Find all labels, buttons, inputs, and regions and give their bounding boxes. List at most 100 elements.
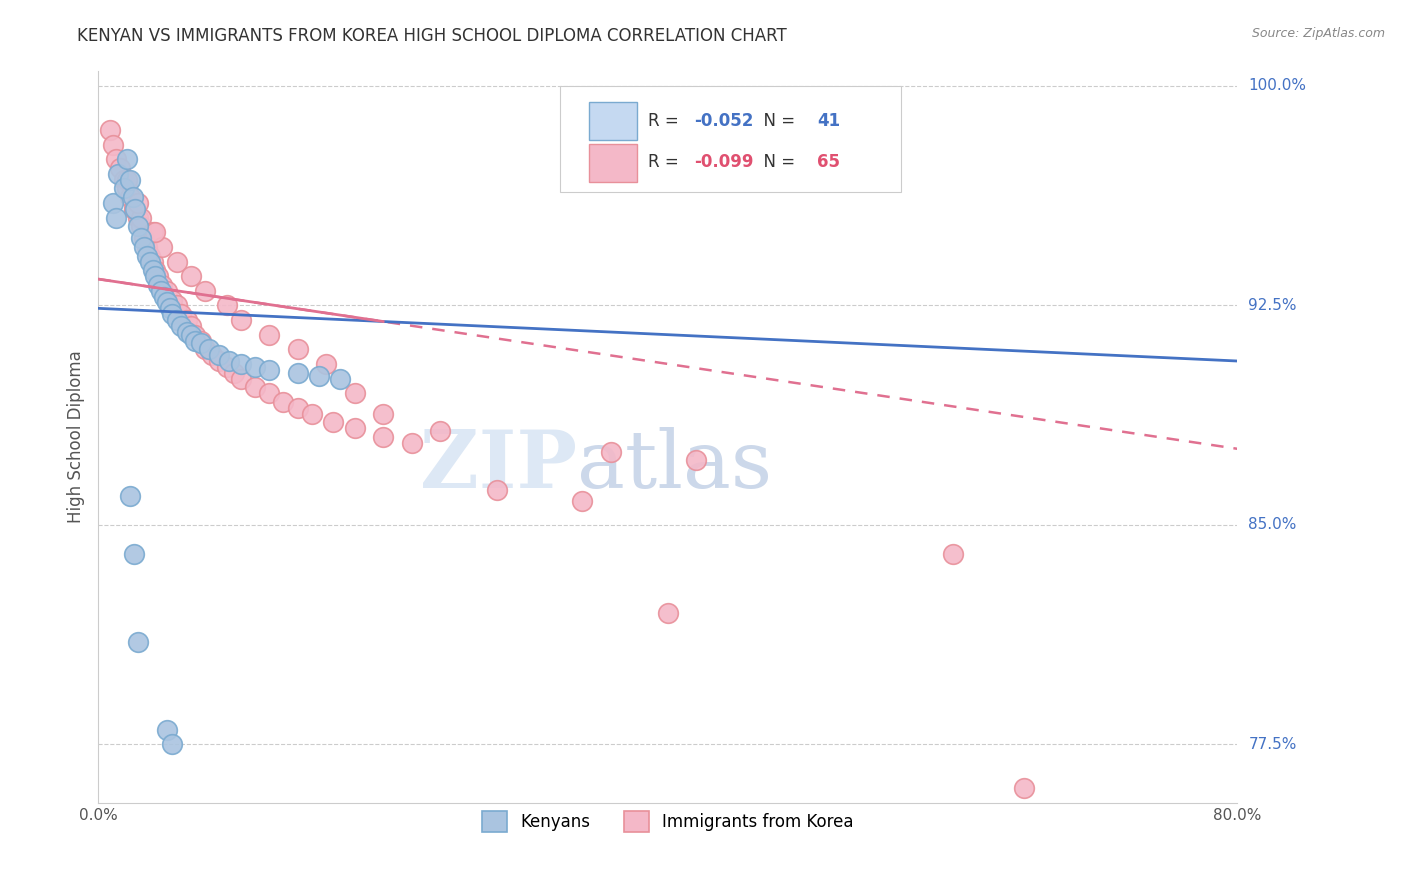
Point (429, 424, 451, 438)
Point (132, 231, 155, 245)
Point (229, 371, 252, 385)
Point (112, 181, 135, 195)
Point (166, 313, 188, 327)
Point (138, 254, 160, 268)
Point (243, 359, 266, 374)
Point (118, 172, 141, 186)
Point (141, 225, 163, 239)
Point (156, 723, 179, 737)
Point (322, 416, 344, 430)
Point (141, 254, 163, 268)
Legend: Kenyans, Immigrants from Korea: Kenyans, Immigrants from Korea (475, 805, 860, 838)
Point (194, 343, 217, 357)
FancyBboxPatch shape (589, 144, 637, 182)
Point (287, 401, 309, 415)
Point (129, 211, 152, 225)
Point (315, 357, 337, 371)
Point (98, 123, 121, 137)
Text: -0.099: -0.099 (695, 153, 754, 171)
Point (152, 240, 174, 254)
Point (166, 254, 188, 268)
Point (127, 635, 149, 649)
Point (401, 436, 423, 450)
Point (942, 547, 965, 561)
Text: N =: N = (754, 112, 800, 129)
Point (166, 298, 188, 312)
Point (685, 453, 707, 467)
Point (287, 343, 309, 357)
Point (215, 359, 238, 374)
Point (104, 152, 127, 166)
Text: -0.052: -0.052 (695, 112, 754, 129)
Point (162, 737, 184, 751)
Text: 92.5%: 92.5% (1249, 298, 1296, 313)
Point (208, 348, 231, 362)
Text: Source: ZipAtlas.com: Source: ZipAtlas.com (1251, 27, 1385, 40)
Point (122, 202, 145, 216)
Point (657, 606, 679, 620)
Point (132, 240, 155, 254)
Point (259, 363, 281, 377)
Point (201, 348, 224, 362)
Point (127, 211, 149, 225)
Point (176, 325, 198, 339)
FancyBboxPatch shape (560, 86, 901, 192)
Point (112, 172, 135, 186)
Point (190, 334, 212, 348)
Text: 77.5%: 77.5% (1249, 737, 1296, 752)
Point (101, 196, 124, 211)
Text: R =: R = (648, 112, 685, 129)
Point (145, 225, 167, 239)
Text: 65: 65 (817, 153, 839, 171)
Point (162, 293, 184, 307)
Point (329, 371, 352, 385)
Point (148, 269, 170, 284)
Point (343, 386, 366, 401)
Point (153, 290, 176, 304)
Text: ZIP: ZIP (420, 427, 576, 506)
Point (159, 301, 181, 316)
Point (150, 284, 173, 298)
Point (215, 298, 238, 312)
Point (180, 327, 202, 342)
Point (486, 483, 509, 497)
Point (141, 263, 163, 277)
Point (121, 190, 143, 204)
Point (308, 368, 330, 383)
Point (571, 494, 593, 508)
Point (243, 380, 266, 394)
FancyBboxPatch shape (589, 103, 637, 140)
Point (122, 547, 145, 561)
Point (145, 269, 167, 284)
Point (222, 366, 245, 380)
Point (229, 313, 252, 327)
Point (127, 219, 149, 234)
Text: N =: N = (754, 153, 800, 171)
Point (124, 202, 146, 216)
Point (118, 190, 141, 204)
Point (343, 421, 366, 435)
Point (184, 327, 207, 342)
Text: 85.0%: 85.0% (1249, 517, 1296, 533)
Point (229, 357, 252, 371)
Point (108, 161, 131, 175)
Point (273, 395, 295, 409)
Point (184, 334, 207, 348)
Point (115, 172, 138, 186)
Point (180, 269, 202, 284)
Point (115, 181, 138, 195)
Point (156, 295, 179, 310)
Point (129, 219, 152, 234)
Point (198, 343, 221, 357)
Point (600, 444, 623, 458)
Point (156, 284, 179, 298)
Point (287, 366, 309, 380)
Point (127, 196, 149, 211)
Point (145, 263, 167, 277)
Point (115, 152, 138, 166)
Point (194, 284, 217, 298)
Text: R =: R = (648, 153, 685, 171)
Point (208, 354, 231, 368)
Text: KENYAN VS IMMIGRANTS FROM KOREA HIGH SCHOOL DIPLOMA CORRELATION CHART: KENYAN VS IMMIGRANTS FROM KOREA HIGH SCH… (77, 27, 787, 45)
Point (129, 231, 152, 245)
